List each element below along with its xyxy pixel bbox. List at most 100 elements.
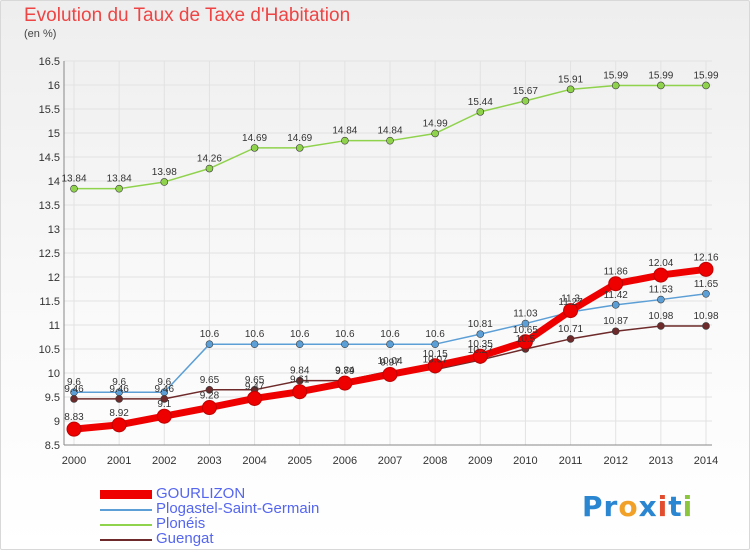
axes: 8.5 9 9.5 10 10.5 11 11.5 12 12.5 13 13.5 14 14.5 15 1… (39, 56, 719, 467)
data-label: 14.26 (197, 154, 222, 165)
data-point (566, 335, 575, 343)
data-point (611, 301, 620, 309)
logo-letter: i (682, 490, 694, 523)
data-point (386, 136, 394, 145)
data-label: 10.27 (468, 345, 493, 356)
x-tick-label: 2004 (242, 455, 266, 467)
data-label: 14.69 (242, 133, 267, 144)
data-label: 10.65 (513, 325, 538, 336)
y-tick-label: 12.5 (39, 248, 60, 260)
data-point (66, 421, 82, 437)
data-label: 9.84 (335, 366, 355, 377)
data-label: 13.84 (107, 174, 132, 185)
data-point (160, 395, 169, 403)
data-label: 14.69 (287, 133, 312, 144)
data-label: 12.16 (693, 252, 718, 263)
data-point (472, 348, 488, 364)
data-label: 14.99 (423, 118, 448, 129)
y-tick-label: 11.5 (39, 296, 60, 308)
data-point (431, 129, 439, 138)
data-label: 10.6 (425, 329, 445, 340)
y-tick-label: 13 (48, 224, 60, 236)
data-label: 9.61 (290, 375, 310, 386)
y-tick-label: 10 (48, 368, 60, 380)
data-point (295, 144, 304, 152)
y-tick-label: 15.5 (39, 104, 60, 116)
y-unit-label: (en %) (24, 28, 57, 40)
logo-letter: r (603, 490, 619, 523)
data-label: 13.98 (152, 167, 177, 178)
x-tick-label: 2006 (333, 455, 357, 467)
data-label: 9.84 (290, 366, 310, 377)
data-label: 9.28 (200, 391, 220, 402)
x-tick-label: 2001 (107, 455, 131, 467)
data-point (382, 366, 398, 382)
data-label: 11.42 (604, 290, 629, 301)
y-tick-label: 12 (48, 272, 60, 284)
data-label: 10.81 (468, 319, 493, 330)
data-point (111, 417, 127, 433)
legend-label: Guengat (156, 530, 214, 547)
data-point (563, 303, 579, 319)
data-label: 15.44 (468, 97, 493, 108)
proxiti-logo: Proxiti (582, 490, 693, 523)
data-label: 8.92 (109, 408, 129, 419)
data-label: 9.46 (64, 384, 84, 395)
data-point (657, 295, 665, 304)
data-point (205, 340, 214, 349)
data-point (698, 261, 714, 277)
data-point (653, 267, 669, 283)
data-label: 8.83 (64, 412, 84, 423)
data-point (386, 340, 394, 349)
legend-swatch (100, 539, 152, 541)
data-point (115, 395, 123, 403)
data-label: 10.07 (423, 355, 448, 366)
data-label: 15.99 (693, 70, 718, 81)
data-label: 10.35 (468, 339, 493, 350)
data-point (476, 330, 485, 338)
logo-letter: P (582, 490, 604, 523)
data-label: 10.71 (558, 324, 583, 335)
x-tick-label: 2008 (423, 455, 447, 467)
data-point (566, 85, 575, 94)
data-label: 14.84 (377, 126, 402, 137)
y-tick-label: 16 (48, 80, 60, 92)
series-lines (66, 81, 714, 437)
y-tick-label: 10.5 (39, 344, 60, 356)
x-tick-label: 2011 (559, 455, 583, 467)
logo-letter: x (638, 490, 658, 523)
page-title: Evolution du Taux de Taxe d'Habitation (24, 5, 351, 26)
x-tick-label: 2014 (694, 455, 718, 467)
x-tick-label: 2003 (197, 455, 221, 467)
x-tick-label: 2007 (378, 455, 402, 467)
data-point (702, 289, 710, 298)
data-label: 10.6 (200, 329, 220, 340)
data-label: 9.46 (155, 384, 175, 395)
data-point (611, 327, 620, 336)
data-label: 12.04 (648, 258, 673, 269)
data-point (250, 144, 259, 152)
data-point (70, 184, 78, 193)
data-label: 9.6 (67, 377, 81, 388)
logo-letter: i (657, 490, 669, 523)
data-point (702, 322, 710, 330)
data-point (115, 184, 123, 193)
y-tick-label: 16.5 (39, 56, 60, 68)
data-label: 10.87 (603, 316, 628, 327)
data-label: 9.6 (112, 377, 126, 388)
y-tick-label: 9.5 (45, 392, 60, 404)
data-point (156, 408, 172, 424)
data-label: 11.53 (649, 285, 674, 296)
data-label: 10.04 (377, 356, 402, 367)
y-tick-label: 15 (48, 128, 60, 140)
data-point (431, 340, 439, 349)
data-point (295, 340, 304, 349)
data-point (160, 178, 169, 186)
data-labels: 9.6 9.6 9.6 10.6 10.6 10.6 10.6 10.6 10.6 10.81 11… (61, 70, 718, 423)
data-label: 11.03 (513, 309, 538, 320)
data-point (611, 81, 620, 90)
data-label: 10.6 (380, 329, 400, 340)
x-tick-label: 2005 (287, 455, 311, 467)
data-label: 10.98 (693, 311, 718, 322)
